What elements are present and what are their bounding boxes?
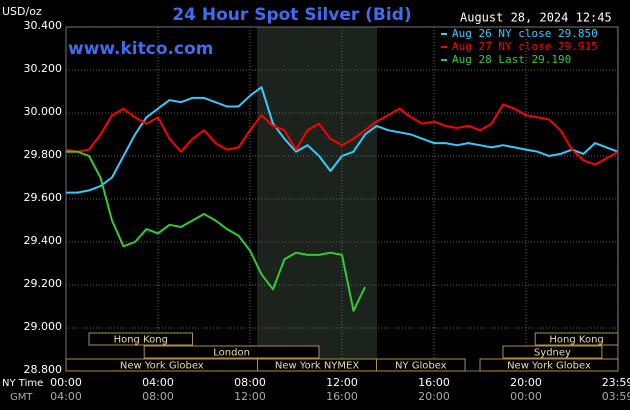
y-tick-label: 30.200 <box>24 62 63 75</box>
x2-tick-label: 08:00 <box>142 390 174 403</box>
y-tick-label: 29.000 <box>24 320 63 333</box>
session-label: Sydney <box>534 348 571 359</box>
session-label: NY Globex <box>395 361 447 372</box>
chart-title: 24 Hour Spot Silver (Bid) <box>172 5 411 25</box>
session-label: Hong Kong <box>549 335 603 346</box>
session-label: New York NYMEX <box>275 361 360 372</box>
series-line <box>65 103 619 166</box>
unit-label: USD/oz <box>2 5 42 18</box>
session-bar <box>534 332 619 346</box>
session-bar <box>479 358 619 372</box>
session-bar <box>376 358 466 372</box>
chart-date: August 28, 2024 12:45 <box>460 11 612 25</box>
y-tick-label: 28.800 <box>24 363 63 376</box>
legend-label: Aug 27 NY close 29.915 <box>452 40 598 53</box>
x2-tick-label: 20:00 <box>418 390 450 403</box>
x2-tick-label: 16:00 <box>326 390 358 403</box>
y-tick-label: 29.200 <box>24 277 63 290</box>
y-tick-label: 30.400 <box>24 19 63 32</box>
x-tick-label: 08:00 <box>234 376 266 389</box>
site-label: www.kitco.com <box>68 39 213 59</box>
session-label: New York Globex <box>507 361 591 372</box>
legend-label: Aug 26 NY close 29.850 <box>452 27 598 40</box>
session-label: New York Globex <box>120 361 204 372</box>
x-tick-label: 12:00 <box>326 376 358 389</box>
legend-label: Aug 28 Last 29.190 <box>452 53 571 66</box>
x-row-label: NY Time <box>2 378 43 389</box>
y-tick-label: 29.400 <box>24 234 63 247</box>
x2-row-label: GMT <box>10 392 33 403</box>
nymex-shade <box>257 27 377 371</box>
x-tick-label: 04:00 <box>142 376 174 389</box>
session-bar <box>143 345 320 359</box>
series-line <box>66 86 619 194</box>
x-tick-label: 16:00 <box>418 376 450 389</box>
session-label: London <box>213 348 250 359</box>
session-label: Hong Kong <box>114 335 168 346</box>
x2-tick-label: 04:00 <box>50 390 82 403</box>
y-tick-label: 30.000 <box>24 105 63 118</box>
y-tick-label: 29.800 <box>24 148 63 161</box>
x2-tick-label: 00:00 <box>510 390 542 403</box>
session-bar <box>502 345 603 359</box>
x-tick-label: 23:59 <box>602 376 630 389</box>
x2-tick-label: 12:00 <box>234 390 266 403</box>
y-tick-label: 29.600 <box>24 191 63 204</box>
series-line <box>66 150 366 312</box>
x-tick-label: 00:00 <box>50 376 82 389</box>
x-tick-label: 20:00 <box>510 376 542 389</box>
session-bar <box>88 332 193 346</box>
x2-tick-label: 03:59 <box>602 390 630 403</box>
